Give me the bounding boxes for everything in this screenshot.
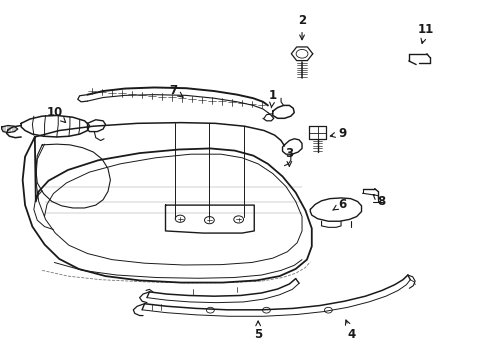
Text: 10: 10 [47, 106, 65, 122]
Text: 5: 5 [253, 321, 262, 341]
Text: 9: 9 [330, 127, 346, 140]
Text: 11: 11 [417, 23, 433, 44]
Text: 3: 3 [285, 147, 293, 166]
Text: 2: 2 [297, 14, 305, 40]
Text: 6: 6 [332, 198, 346, 211]
Text: 7: 7 [169, 84, 183, 97]
Text: 8: 8 [372, 194, 385, 208]
Text: 1: 1 [268, 89, 276, 108]
Text: 4: 4 [345, 320, 355, 341]
